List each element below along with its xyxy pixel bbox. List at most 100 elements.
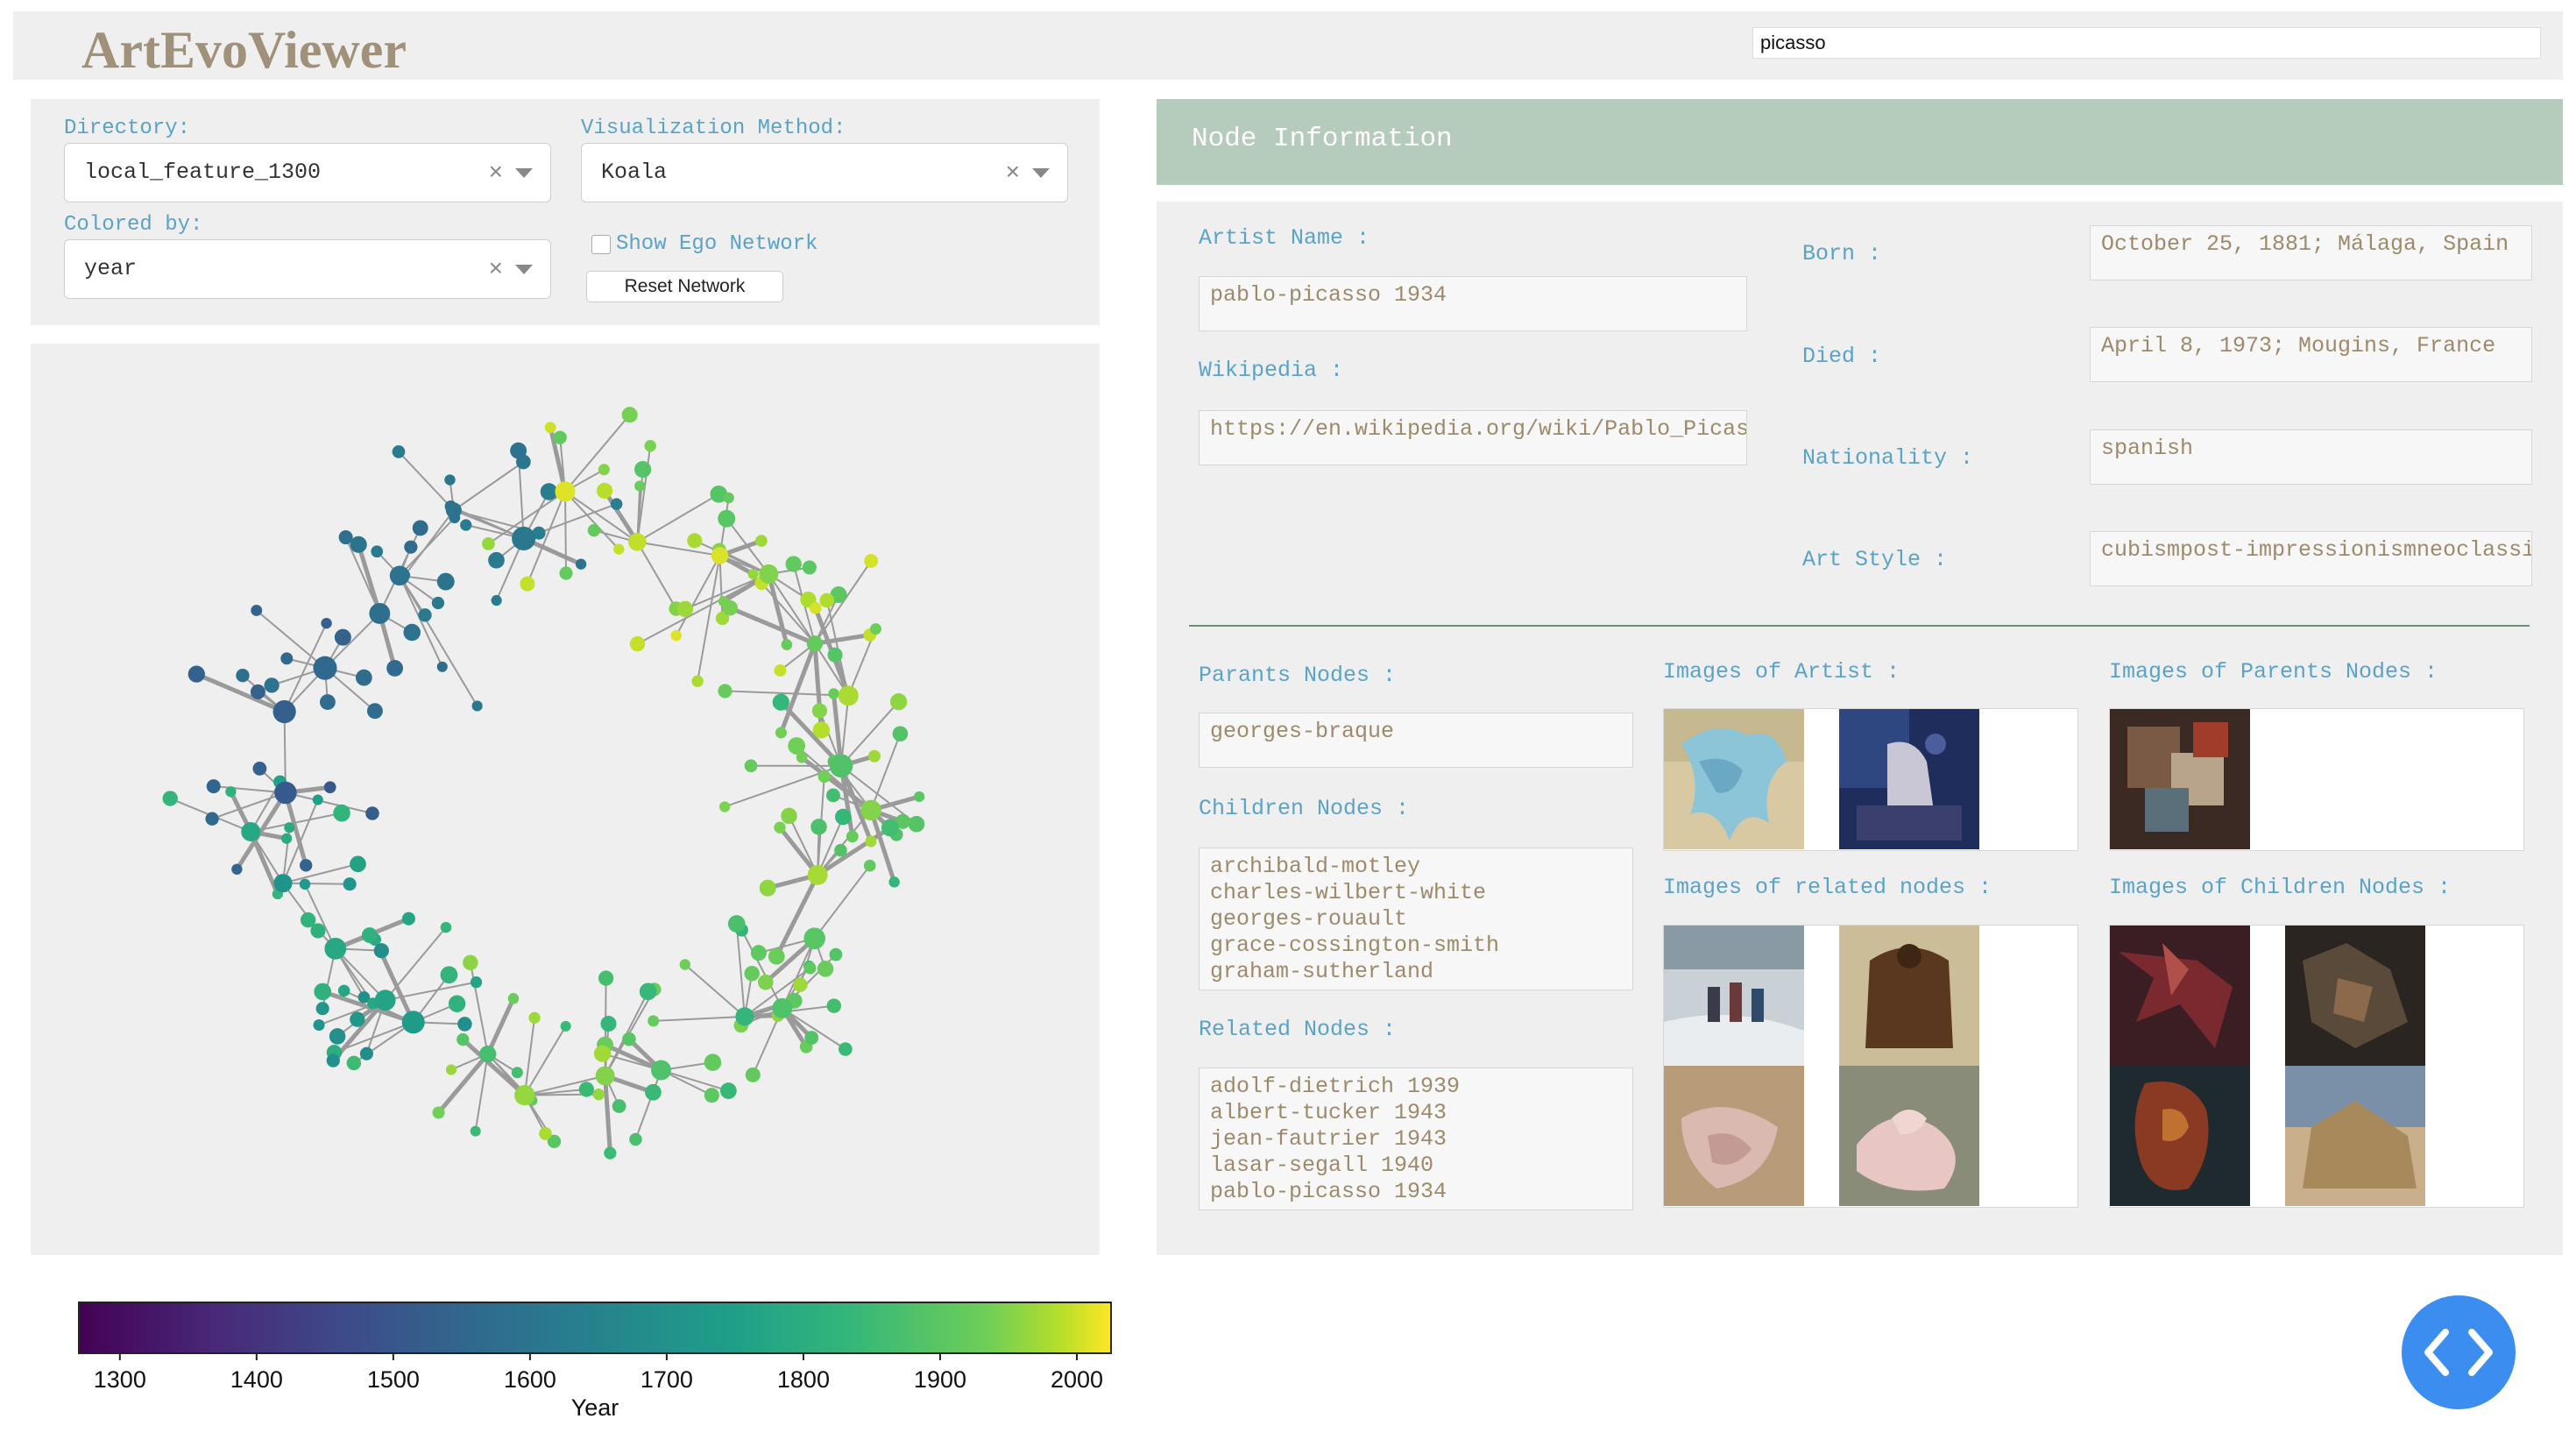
- artwork-thumbnail[interactable]: [1839, 1066, 1979, 1206]
- graph-node[interactable]: [687, 533, 702, 548]
- graph-node[interactable]: [350, 855, 366, 872]
- graph-node[interactable]: [634, 461, 651, 478]
- artwork-thumbnail[interactable]: [2285, 1066, 2425, 1206]
- graph-node[interactable]: [375, 990, 396, 1011]
- graph-node[interactable]: [860, 800, 881, 820]
- graph-node[interactable]: [593, 1089, 605, 1100]
- graph-node[interactable]: [402, 912, 415, 926]
- graph-node[interactable]: [865, 835, 876, 847]
- graph-node[interactable]: [460, 519, 471, 530]
- graph-node[interactable]: [704, 1088, 719, 1103]
- graph-node[interactable]: [274, 782, 297, 805]
- graph-node[interactable]: [457, 1017, 471, 1031]
- graph-node[interactable]: [768, 948, 785, 965]
- graph-node[interactable]: [528, 1012, 540, 1024]
- graph-node[interactable]: [446, 502, 462, 518]
- graph-node[interactable]: [335, 629, 351, 646]
- graph-node[interactable]: [640, 983, 657, 1001]
- graph-node[interactable]: [273, 700, 296, 723]
- graph-node[interactable]: [553, 431, 566, 444]
- directory-dropdown[interactable]: local_feature_1300 ×: [64, 143, 551, 202]
- graph-node[interactable]: [539, 1127, 552, 1140]
- graph-node[interactable]: [356, 670, 372, 686]
- children-list[interactable]: archibald-motley charles-wilbert-white g…: [1199, 848, 1633, 990]
- graph-node[interactable]: [834, 844, 847, 857]
- graph-node[interactable]: [369, 603, 390, 624]
- graph-node[interactable]: [456, 1033, 469, 1046]
- graph-node[interactable]: [252, 762, 266, 776]
- colored-by-dropdown[interactable]: year ×: [64, 239, 551, 299]
- artwork-thumbnail[interactable]: [2110, 709, 2250, 849]
- ego-network-label[interactable]: Show Ego Network: [616, 232, 817, 256]
- graph-node[interactable]: [645, 1084, 662, 1101]
- graph-node[interactable]: [471, 976, 482, 988]
- graph-node[interactable]: [300, 879, 310, 890]
- graph-node[interactable]: [594, 1046, 611, 1062]
- artwork-thumbnail[interactable]: [1664, 709, 1804, 849]
- graph-node[interactable]: [868, 750, 881, 763]
- graph-node[interactable]: [613, 544, 624, 555]
- graph-node[interactable]: [827, 998, 842, 1013]
- graph-node[interactable]: [371, 545, 383, 557]
- graph-node[interactable]: [893, 726, 909, 741]
- graph-node[interactable]: [281, 834, 292, 844]
- graph-node[interactable]: [630, 636, 645, 651]
- graph-node[interactable]: [320, 694, 336, 710]
- graph-node[interactable]: [545, 422, 556, 433]
- graph-node[interactable]: [338, 985, 350, 997]
- chevron-down-icon[interactable]: [515, 168, 533, 178]
- clear-icon[interactable]: ×: [489, 254, 503, 282]
- graph-node[interactable]: [644, 440, 655, 451]
- graph-node[interactable]: [437, 573, 455, 591]
- graph-node[interactable]: [343, 877, 357, 890]
- graph-node[interactable]: [830, 948, 843, 961]
- graph-node[interactable]: [360, 1047, 373, 1061]
- graph-node[interactable]: [390, 565, 410, 585]
- graph-node[interactable]: [775, 727, 787, 738]
- graph-node[interactable]: [773, 694, 789, 711]
- graph-node[interactable]: [720, 1082, 737, 1099]
- graph-node[interactable]: [691, 676, 703, 687]
- graph-node[interactable]: [579, 1082, 594, 1096]
- graph-node[interactable]: [828, 688, 839, 699]
- graph-node[interactable]: [313, 656, 336, 680]
- graph-node[interactable]: [748, 569, 759, 579]
- artwork-thumbnail[interactable]: [2110, 1066, 2250, 1206]
- graph-node[interactable]: [393, 445, 406, 458]
- graph-node[interactable]: [273, 874, 292, 892]
- method-dropdown[interactable]: Koala ×: [581, 143, 1068, 202]
- graph-node[interactable]: [600, 1016, 616, 1032]
- reset-network-button[interactable]: Reset Network: [586, 271, 783, 302]
- graph-node[interactable]: [671, 630, 682, 641]
- graph-node[interactable]: [826, 789, 840, 803]
- graph-node[interactable]: [745, 759, 758, 772]
- graph-node[interactable]: [512, 1067, 523, 1078]
- graph-node[interactable]: [310, 923, 325, 938]
- graph-node[interactable]: [648, 1015, 659, 1026]
- graph-node[interactable]: [828, 648, 843, 663]
- graph-node[interactable]: [835, 809, 852, 826]
- artwork-thumbnail[interactable]: [1839, 709, 1979, 849]
- graph-node[interactable]: [781, 808, 797, 825]
- graph-node[interactable]: [472, 700, 483, 711]
- graph-node[interactable]: [803, 927, 825, 949]
- network-graph[interactable]: [31, 344, 1100, 1255]
- graph-node[interactable]: [622, 407, 638, 422]
- graph-node[interactable]: [634, 480, 645, 491]
- graph-node[interactable]: [819, 593, 834, 608]
- graph-node[interactable]: [711, 547, 729, 564]
- graph-node[interactable]: [839, 1042, 853, 1056]
- graph-node[interactable]: [774, 821, 785, 833]
- graph-node[interactable]: [482, 537, 495, 550]
- graph-node[interactable]: [864, 554, 878, 568]
- graph-node[interactable]: [444, 474, 455, 485]
- graph-node[interactable]: [807, 635, 823, 651]
- graph-node[interactable]: [718, 684, 732, 698]
- clear-icon[interactable]: ×: [489, 158, 503, 186]
- graph-node[interactable]: [284, 822, 294, 833]
- graph-node[interactable]: [347, 1056, 361, 1070]
- graph-node[interactable]: [796, 752, 808, 763]
- graph-node[interactable]: [207, 779, 221, 793]
- graph-node[interactable]: [333, 805, 350, 822]
- graph-node[interactable]: [651, 1061, 671, 1081]
